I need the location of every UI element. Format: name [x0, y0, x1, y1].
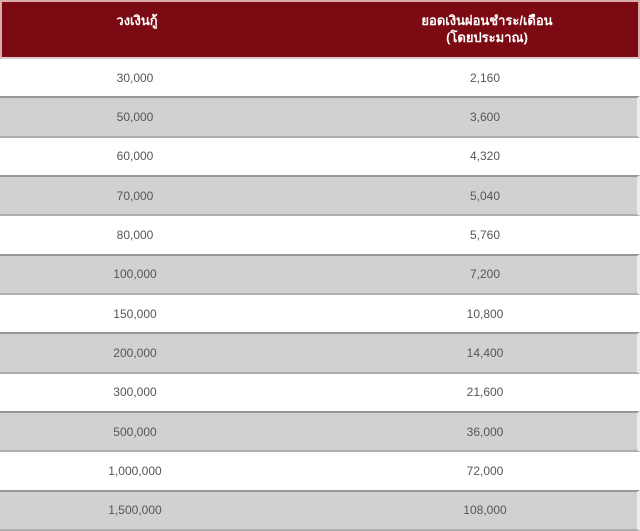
- monthly-payment-cell: 7,200: [469, 267, 501, 282]
- header-loan-amount: วงเงินกู้: [116, 13, 158, 28]
- table-row: 80,000 5,760: [0, 216, 640, 254]
- table-row: 70,000 5,040: [0, 174, 640, 217]
- loan-amount-cell: 200,000: [113, 345, 157, 360]
- loan-amount-cell: 500,000: [113, 424, 157, 439]
- loan-amount-cell: 60,000: [116, 149, 154, 164]
- header-monthly-payment: ยอดเงินผ่อนชำระ/เดือน (โดยประมาณ): [334, 12, 640, 46]
- table-row: 100,000 7,200: [0, 253, 640, 295]
- table-row: 300,000 21,600: [0, 373, 640, 411]
- monthly-payment-cell: 10,800: [466, 306, 504, 321]
- table-row: 200,000 14,400: [0, 332, 640, 374]
- loan-amount-cell: 80,000: [116, 227, 154, 242]
- monthly-payment-cell: 36,000: [466, 424, 504, 439]
- table-rows: 30,000 2,160 50,000 3,600 60,000 4,320 7…: [0, 59, 640, 531]
- loan-amount-cell: 300,000: [113, 385, 157, 400]
- table-row: 500,000 36,000: [0, 410, 640, 453]
- monthly-payment-cell: 72,000: [466, 463, 504, 478]
- header-monthly-payment-line2: (โดยประมาณ): [446, 30, 528, 45]
- table-row: 60,000 4,320: [0, 137, 640, 175]
- monthly-payment-cell: 4,320: [469, 149, 501, 164]
- monthly-payment-cell: 14,400: [466, 345, 504, 360]
- table-row: 150,000 10,800: [0, 294, 640, 333]
- loan-amount-cell: 50,000: [116, 109, 154, 124]
- table-row: 50,000 3,600: [0, 96, 640, 138]
- loan-amount-cell: 30,000: [116, 70, 154, 85]
- monthly-payment-cell: 3,600: [469, 109, 501, 124]
- table-row: 1,000,000 72,000: [0, 452, 640, 490]
- header-monthly-payment-line1: ยอดเงินผ่อนชำระ/เดือน: [421, 13, 553, 28]
- monthly-payment-cell: 108,000: [463, 503, 507, 518]
- table-header-row: วงเงินกู้ ยอดเงินผ่อนชำระ/เดือน (โดยประม…: [0, 0, 640, 59]
- table-row: 1,500,000 108,000: [0, 489, 640, 531]
- loan-amount-cell: 1,000,000: [108, 463, 162, 478]
- loan-amount-cell: 1,500,000: [108, 503, 162, 518]
- table-row: 30,000 2,160: [0, 59, 640, 97]
- monthly-payment-cell: 5,040: [469, 188, 501, 203]
- loan-amount-cell: 150,000: [113, 306, 157, 321]
- monthly-payment-cell: 5,760: [469, 227, 501, 242]
- loan-amount-cell: 100,000: [113, 267, 157, 282]
- monthly-payment-cell: 21,600: [466, 385, 504, 400]
- loan-amount-cell: 70,000: [116, 188, 154, 203]
- monthly-payment-cell: 2,160: [469, 70, 501, 85]
